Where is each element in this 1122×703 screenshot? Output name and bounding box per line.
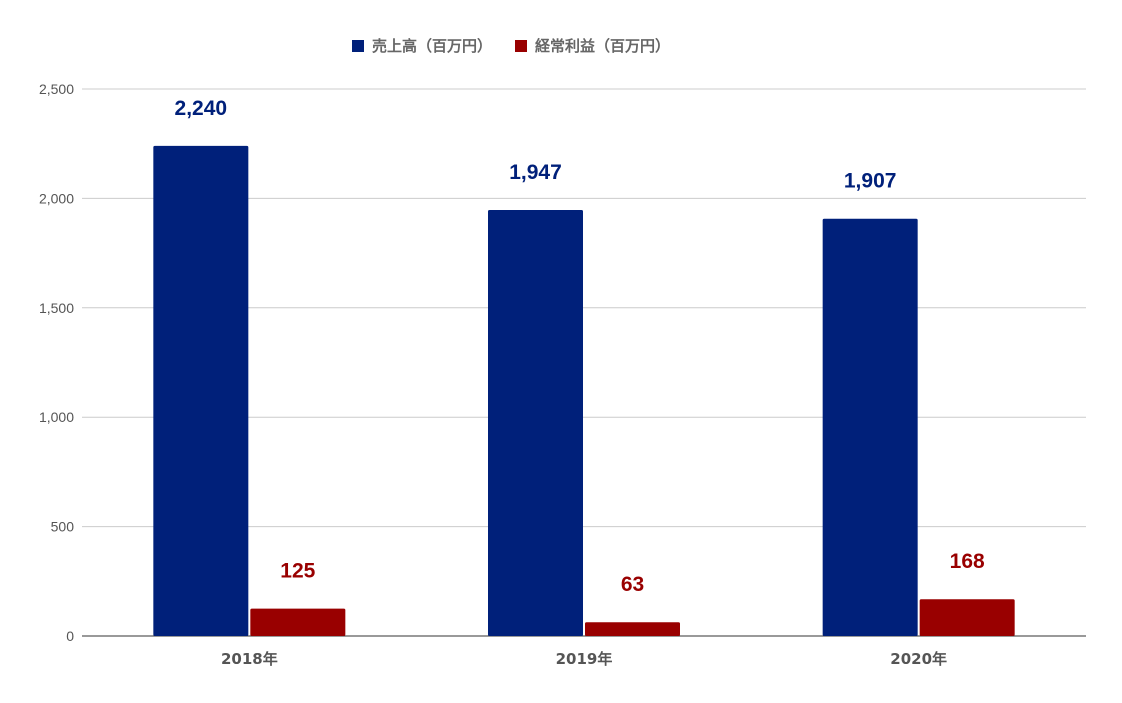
x-axis: 2018年 2019年 2020年: [221, 650, 947, 668]
y-tick-label-3: 1,500: [39, 300, 74, 316]
y-axis: 0 500 1,000 1,500 2,000 2,500: [39, 81, 74, 644]
bars: [153, 145, 1015, 636]
data-labels: 2,240 125 1,947 63 1,907 168: [175, 97, 985, 596]
data-label-1-0: 125: [280, 560, 315, 583]
y-tick-label-5: 2,500: [39, 81, 74, 97]
data-label-0-1: 1,947: [509, 161, 562, 184]
legend-swatch-1: [515, 40, 527, 52]
x-tick-label-2: 2020年: [890, 650, 947, 668]
bar-0-2: [822, 218, 918, 636]
y-tick-label-1: 500: [51, 519, 75, 535]
data-label-0-0: 2,240: [175, 97, 228, 120]
y-tick-label-4: 2,000: [39, 190, 74, 206]
x-tick-label-1: 2019年: [556, 650, 613, 668]
data-label-1-1: 63: [621, 573, 644, 596]
bar-1-1: [585, 622, 680, 636]
bar-0-0: [153, 145, 249, 636]
legend-label-1: 経常利益（百万円）: [535, 37, 670, 55]
bar-1-2: [919, 599, 1015, 636]
data-label-1-2: 168: [950, 550, 985, 573]
x-tick-label-0: 2018年: [221, 650, 278, 668]
data-label-0-2: 1,907: [844, 170, 897, 193]
legend-swatch-0: [352, 40, 364, 52]
legend: 売上高（百万円） 経常利益（百万円）: [352, 37, 670, 55]
legend-label-0: 売上高（百万円）: [372, 37, 492, 55]
gridlines: [82, 88, 1086, 637]
bar-1-0: [250, 608, 346, 636]
y-tick-label-2: 1,000: [39, 409, 74, 425]
y-tick-label-0: 0: [66, 628, 74, 644]
bar-0-1: [488, 209, 583, 636]
